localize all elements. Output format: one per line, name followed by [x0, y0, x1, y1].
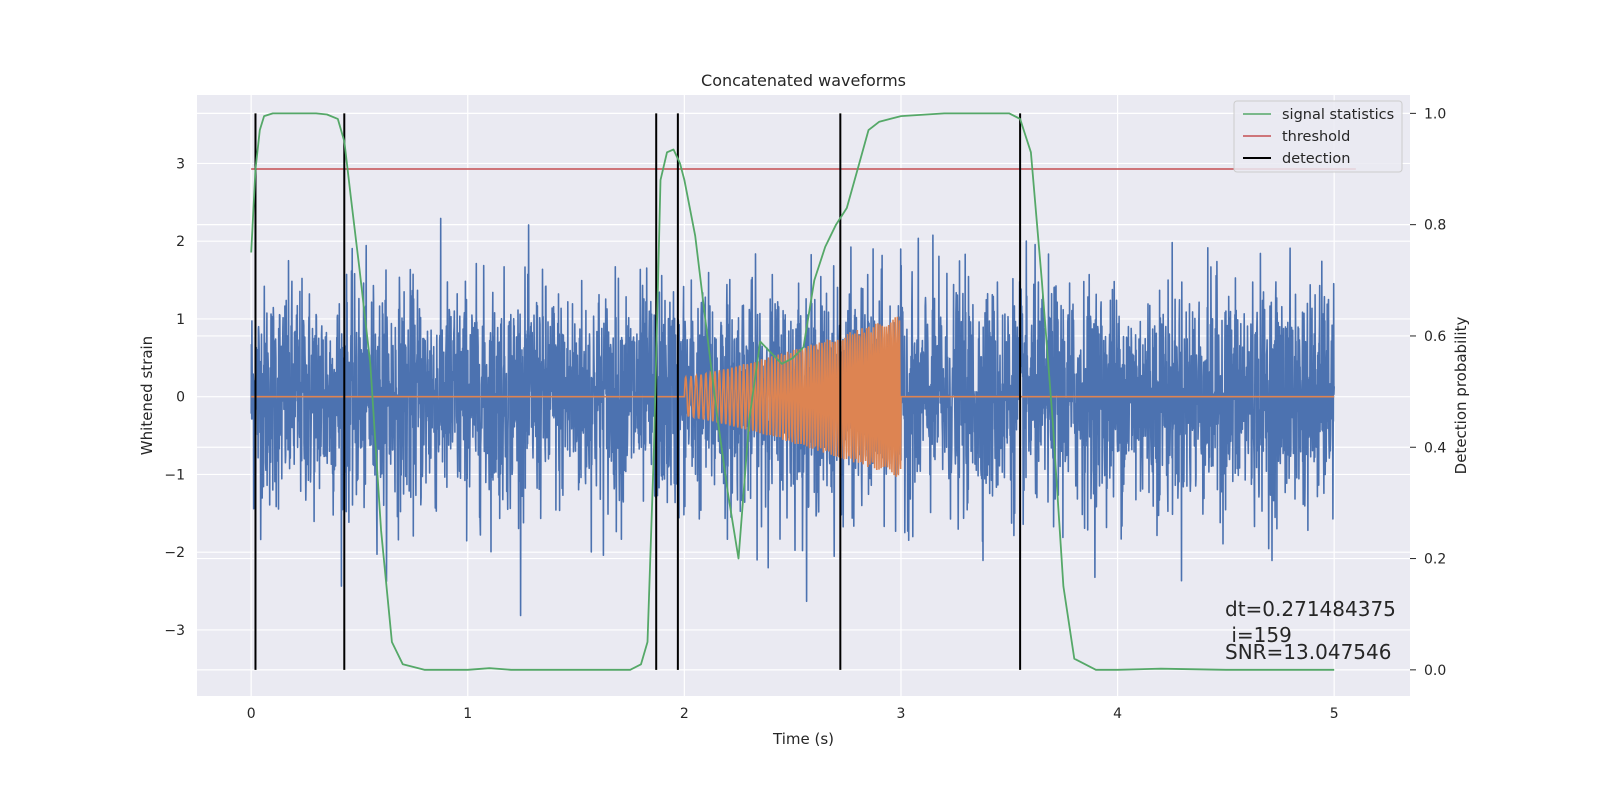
y-tick-label-6: 3	[176, 156, 185, 172]
annotation-snr: SNR=13.047546	[1225, 640, 1391, 664]
ticks: 0 1 2 3 4 5 −3 −2 −1 0 1 2 3 0.0 0.2 0.4 0.6 0.8 1.0	[164, 106, 1446, 722]
injected-waveform-line	[251, 316, 1335, 477]
y-tick-label-5: 2	[176, 234, 185, 250]
y-tick-label-0: −3	[164, 623, 185, 639]
x-tick-label-0: 0	[247, 706, 256, 722]
x-tick-label-5: 5	[1330, 706, 1339, 722]
x-tick-label-4: 4	[1113, 706, 1122, 722]
y-right-tick-label-4: 0.8	[1424, 218, 1446, 234]
y-right-tick-label-0: 0.0	[1424, 663, 1446, 679]
y-tick-label-2: −1	[164, 467, 185, 483]
legend-entry-detection: detection	[1282, 151, 1350, 167]
data-layer	[250, 112, 1356, 671]
annotation-dt: dt=0.271484375	[1225, 597, 1396, 621]
x-axis-label: Time (s)	[772, 730, 834, 748]
y-axis-label: Whitened strain	[138, 336, 156, 455]
legend-frame	[1233, 100, 1403, 173]
y-right-tick-label-3: 0.6	[1424, 329, 1446, 345]
y-right-tick-label-5: 1.0	[1424, 106, 1446, 122]
y-right-tick-label-1: 0.2	[1424, 552, 1446, 568]
signal-statistics-line	[250, 112, 1335, 671]
legend-entry-signal-statistics: signal statistics	[1282, 107, 1394, 123]
legend: signal statistics threshold detection	[1233, 100, 1403, 173]
x-tick-label-3: 3	[897, 706, 906, 722]
y-tick-label-1: −2	[164, 545, 185, 561]
chart-title: Concatenated waveforms	[701, 71, 906, 90]
annotation-index: i=159	[1225, 623, 1292, 647]
y-tick-label-4: 1	[176, 312, 185, 328]
y-right-tick-label-2: 0.4	[1424, 440, 1446, 456]
y-axis-right-label: Detection probability	[1452, 317, 1470, 475]
x-tick-label-2: 2	[680, 706, 689, 722]
x-tick-label-1: 1	[463, 706, 472, 722]
y-tick-label-3: 0	[176, 390, 185, 406]
legend-entry-threshold: threshold	[1282, 129, 1350, 145]
